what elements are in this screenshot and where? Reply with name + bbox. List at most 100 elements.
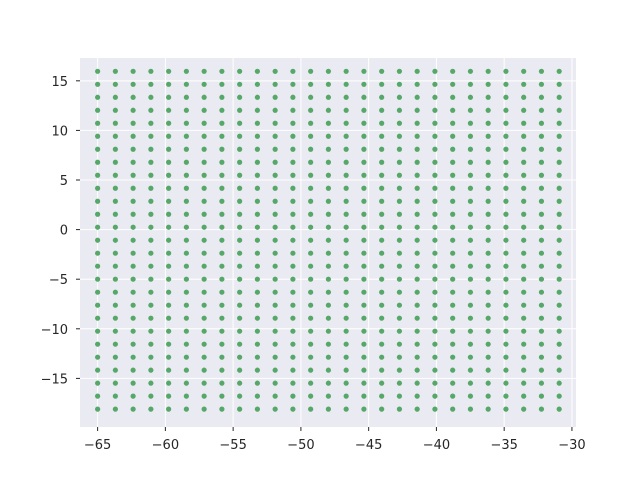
y-tick-label: −15 [41,372,68,387]
data-point [343,380,349,386]
data-point [325,354,332,360]
data-point [112,94,118,100]
data-point [396,380,403,386]
y-tick-label: −5 [49,273,68,288]
data-point [183,94,189,100]
data-point [432,302,438,308]
data-point [396,328,403,334]
data-point [325,302,332,308]
data-point [112,211,118,217]
data-point [361,250,367,256]
data-point [112,237,118,243]
data-point [503,328,509,334]
data-point [254,211,260,217]
data-point [219,107,225,113]
data-point [432,81,438,87]
data-point [130,315,136,321]
data-point [308,380,314,386]
data-point [148,172,154,178]
data-point [166,250,172,256]
data-point [95,406,101,412]
data-point [95,250,101,256]
data-point [503,198,509,204]
data-point [379,159,385,165]
data-point [148,406,154,412]
data-point [95,94,101,100]
data-point [503,367,509,373]
data-point [414,68,420,74]
data-point [521,120,527,126]
data-point [432,68,438,74]
data-point [485,211,491,217]
data-point [308,354,314,360]
data-point [237,328,243,334]
data-point [148,120,154,126]
data-point [503,406,509,412]
data-point [95,146,101,152]
data-point [396,107,403,113]
data-point [148,237,154,243]
data-point [538,380,545,386]
data-point [414,289,420,295]
data-point [95,302,101,308]
data-point [237,224,243,230]
data-point [556,211,562,217]
data-point [467,406,474,412]
data-point [361,211,367,217]
data-point [325,237,332,243]
data-point [308,367,314,373]
data-point [130,198,136,204]
data-point [219,367,225,373]
x-tick-label: −35 [490,438,517,453]
data-point [219,81,225,87]
data-point [556,328,562,334]
data-point [183,302,189,308]
data-point [450,185,456,191]
data-point [343,120,349,126]
data-point [396,198,403,204]
data-point [290,237,296,243]
data-point [503,172,509,178]
data-point [485,237,491,243]
data-point [396,276,403,282]
data-point [556,393,562,399]
data-point [183,250,189,256]
data-point [521,393,527,399]
data-point [432,133,438,139]
data-point [237,276,243,282]
data-point [414,172,420,178]
data-point [485,380,491,386]
data-point [521,185,527,191]
data-point [237,250,243,256]
data-point [450,237,456,243]
data-point [130,250,136,256]
data-point [432,289,438,295]
data-point [148,393,154,399]
data-point [361,393,367,399]
data-point [219,146,225,152]
data-point [379,406,385,412]
data-point [432,120,438,126]
data-point [130,94,136,100]
data-point [485,367,491,373]
data-point [237,354,243,360]
data-point [414,159,420,165]
data-point [166,185,172,191]
data-point [201,393,207,399]
data-point [130,302,136,308]
data-point [432,393,438,399]
data-point [343,315,349,321]
data-point [521,315,527,321]
data-point [201,198,207,204]
data-point [201,406,207,412]
data-point [272,120,278,126]
data-point [308,289,314,295]
data-point [556,367,562,373]
data-point [290,133,296,139]
data-point [432,237,438,243]
x-tick-label: −65 [84,438,111,453]
data-point [325,107,332,113]
data-point [183,367,189,373]
data-point [379,315,385,321]
data-point [503,68,509,74]
